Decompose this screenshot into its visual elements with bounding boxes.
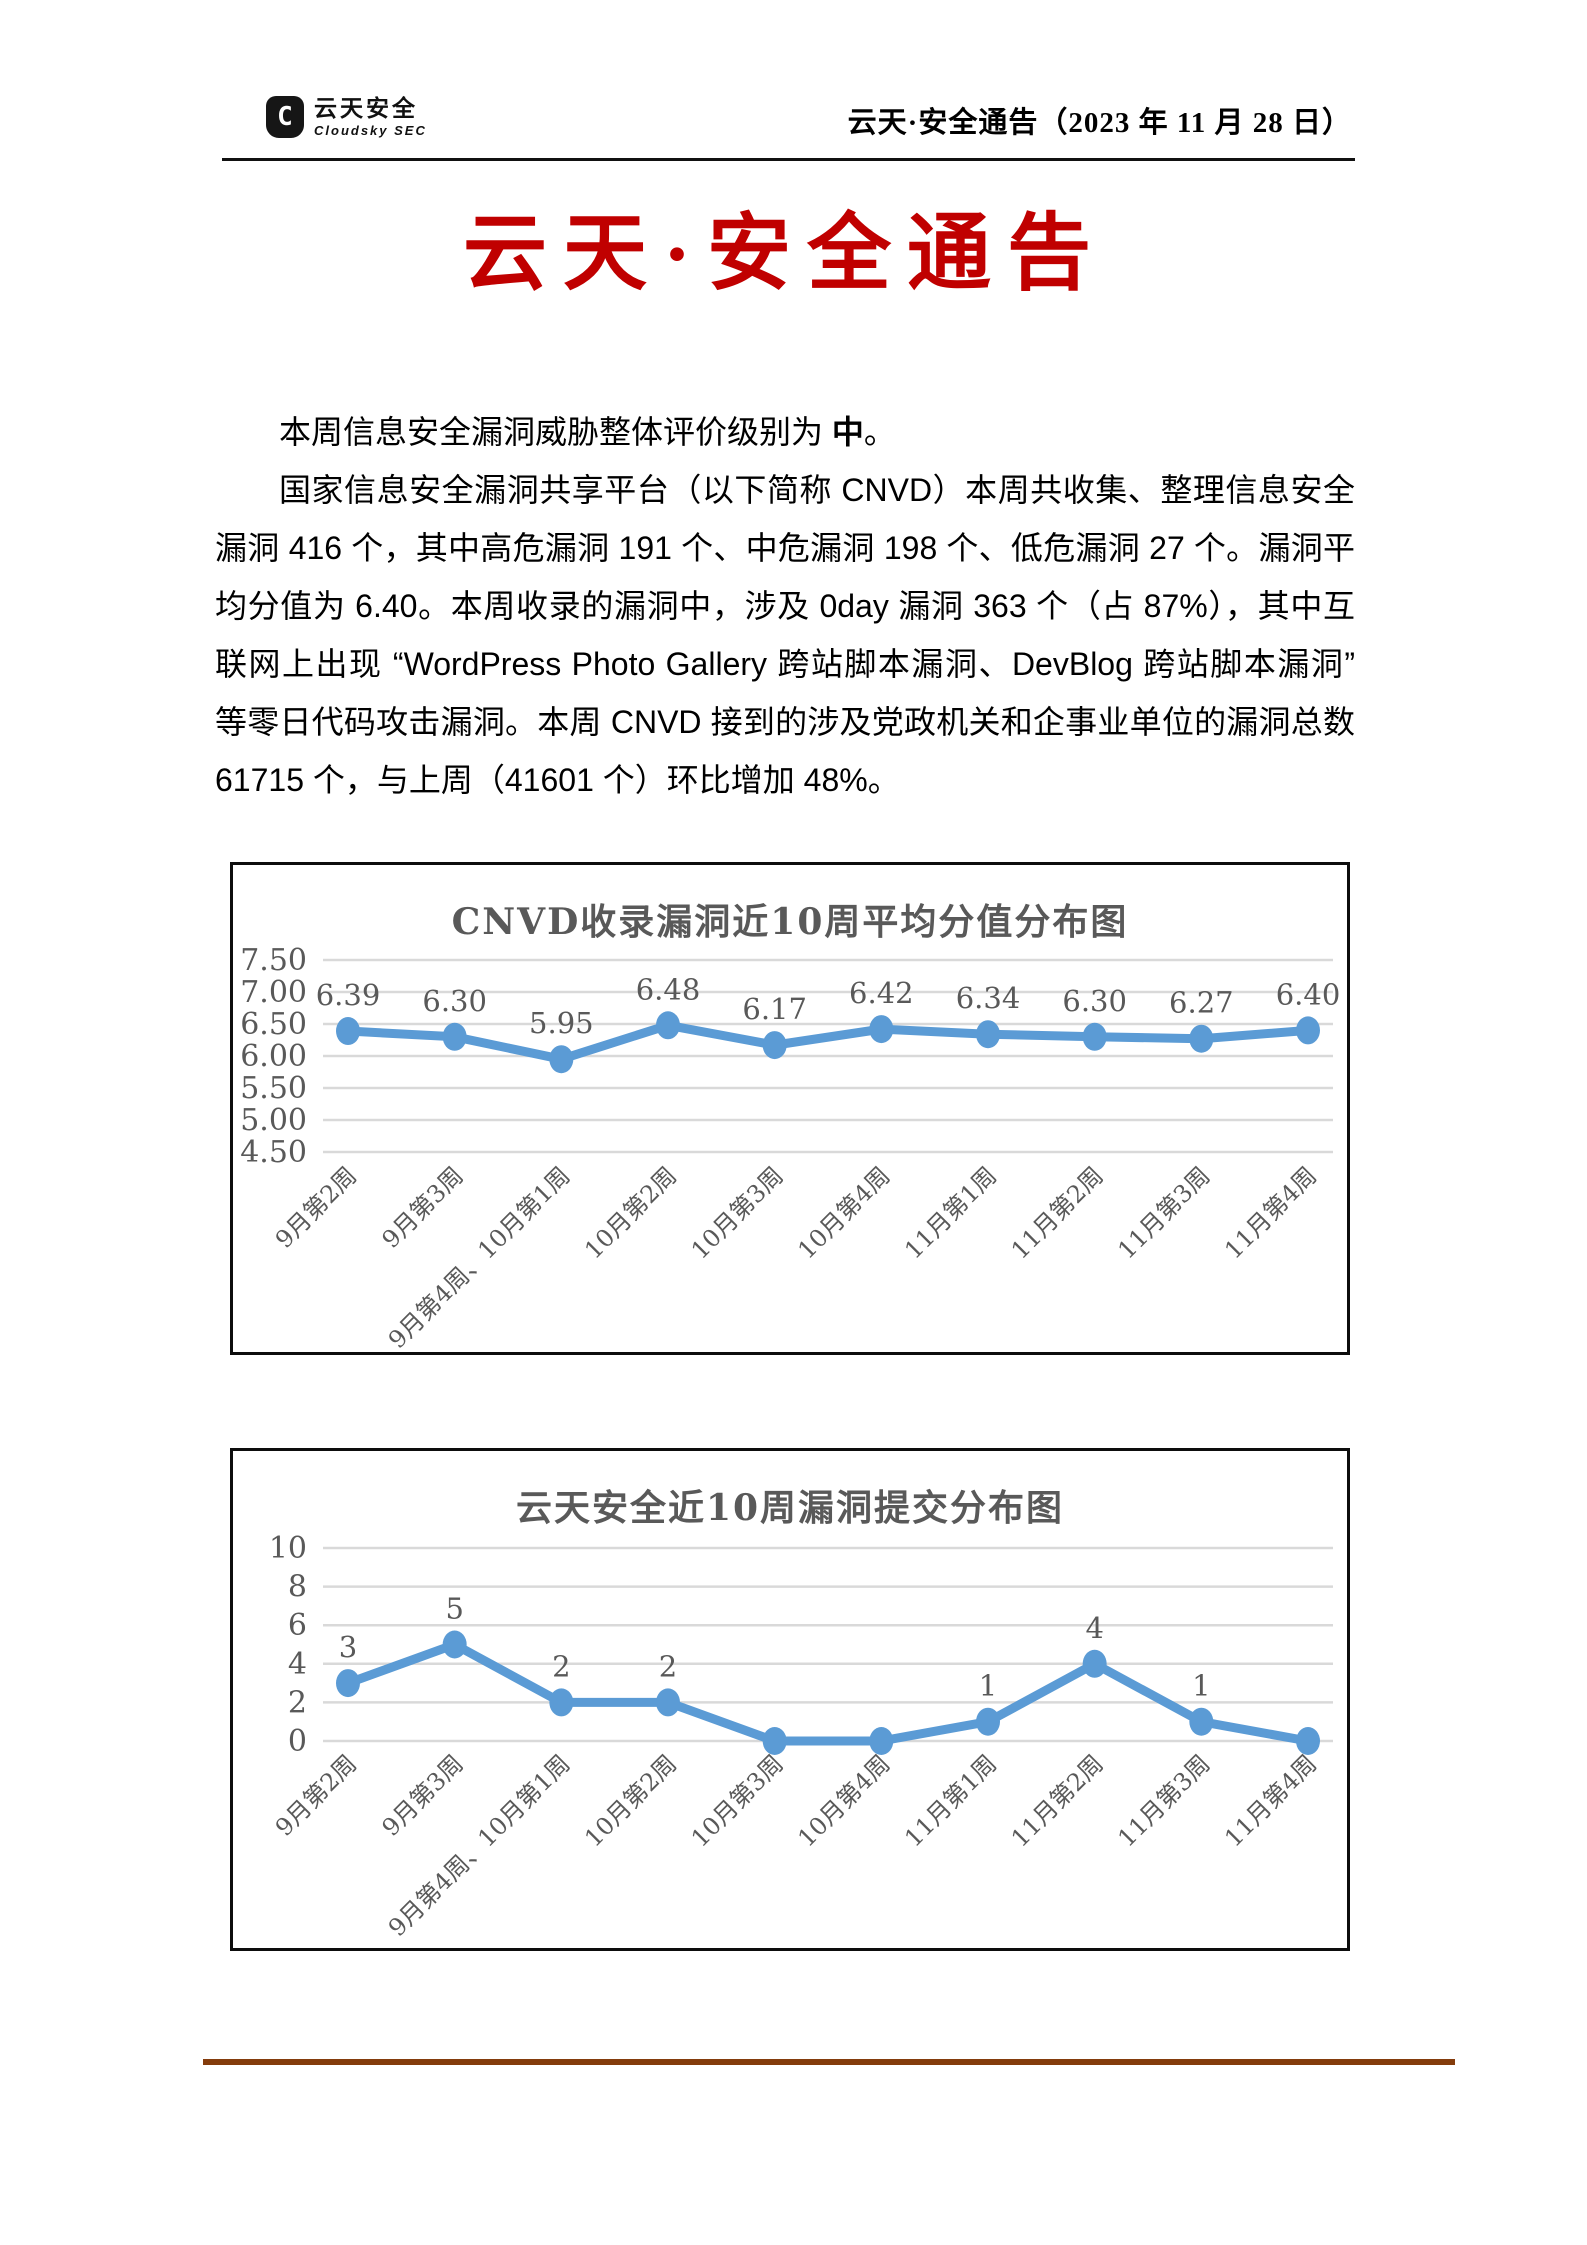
- data-point-label: 2: [659, 1649, 677, 1683]
- header-divider: [222, 158, 1355, 161]
- data-point-marker: [869, 1015, 894, 1044]
- y-tick-label: 8: [288, 1570, 307, 1605]
- data-point-marker: [336, 1017, 360, 1046]
- data-point-label: 6.39: [316, 978, 381, 1012]
- company-logo: C 云天安全 Cloudsky SEC: [266, 96, 427, 138]
- summary-paragraphs: 本周信息安全漏洞威胁整体评价级别为 中。 国家信息安全漏洞共享平台（以下简称 C…: [215, 403, 1355, 809]
- data-point-label: 1: [979, 1669, 997, 1703]
- x-tick-label: 9月第2周: [270, 1161, 362, 1253]
- data-point-label: 6.30: [422, 984, 487, 1018]
- data-series-line: [343, 1020, 1313, 1064]
- data-point-marker: [442, 1022, 467, 1051]
- y-tick-label: 2: [288, 1685, 307, 1720]
- logo-company-name: 云天安全: [314, 95, 418, 121]
- y-tick-label: 7.50: [240, 943, 307, 978]
- x-tick-label: 9月第2周: [270, 1749, 362, 1841]
- y-tick-label: 6.50: [240, 1007, 307, 1042]
- data-point-label: 4: [1085, 1611, 1103, 1645]
- data-point-marker: [1082, 1649, 1107, 1678]
- x-tick-label: 9月第3周: [377, 1749, 469, 1841]
- chart-title: 云天安全近10周漏洞提交分布图: [515, 1487, 1065, 1529]
- page-title: 云天·安全通告: [462, 208, 1107, 301]
- data-series-line: [343, 1640, 1313, 1746]
- data-point-marker: [442, 1630, 467, 1659]
- data-point-marker: [762, 1727, 787, 1755]
- x-tick-label: 11月第4周: [1219, 1749, 1322, 1852]
- x-tick-label: 10月第4周: [792, 1161, 895, 1264]
- data-point-label: 1: [1192, 1669, 1210, 1703]
- logo-company-subtitle: Cloudsky SEC: [314, 123, 427, 138]
- header-doc-title: 云天·安全通告（2023 年 11 月 28 日）: [847, 107, 1352, 139]
- data-point-label: 6.17: [742, 992, 807, 1026]
- x-tick-label: 11月第1周: [899, 1749, 1002, 1852]
- logo-text-block: 云天安全 Cloudsky SEC: [314, 95, 427, 139]
- data-point-label: 6.48: [636, 972, 701, 1006]
- footer-divider: [203, 2059, 1455, 2065]
- x-tick-label: 10月第3周: [686, 1161, 789, 1264]
- data-point-label: 6.27: [1169, 986, 1234, 1020]
- data-point-label: 6.40: [1276, 977, 1341, 1011]
- data-point-marker: [1296, 1727, 1320, 1755]
- x-tick-label: 10月第2周: [579, 1161, 682, 1264]
- y-tick-label: 7.00: [240, 975, 307, 1010]
- data-point-marker: [336, 1669, 360, 1698]
- y-tick-label: 0: [288, 1724, 307, 1759]
- chart-cloudsky-submissions: 云天安全近10周漏洞提交分布图 10 8 6 4 2 0 3 9月第2周 5 9月第3周 2 9月第4…: [230, 1448, 1350, 1951]
- data-point-marker: [1189, 1707, 1214, 1736]
- threat-level-period: 。: [863, 414, 896, 450]
- x-tick-label: 11月第4周: [1219, 1161, 1322, 1264]
- x-tick-label: 11月第2周: [1006, 1749, 1109, 1852]
- x-tick-label: 10月第4周: [792, 1749, 895, 1852]
- x-tick-label: 9月第4周、10月第1周: [383, 1161, 576, 1352]
- x-tick-label: 9月第4周、10月第1周: [383, 1749, 576, 1942]
- threat-level-value: 中: [831, 414, 864, 450]
- y-tick-label: 5.50: [240, 1071, 307, 1106]
- data-point-label: 5.95: [529, 1006, 594, 1040]
- data-point-marker: [549, 1045, 574, 1074]
- x-tick-label: 9月第3周: [377, 1161, 469, 1253]
- data-point-marker: [549, 1688, 574, 1717]
- data-point-marker: [762, 1031, 787, 1060]
- threat-level-text: 本周信息安全漏洞威胁整体评价级别为: [279, 414, 832, 450]
- x-tick-label: 10月第2周: [579, 1749, 682, 1852]
- data-point-marker: [1296, 1016, 1320, 1045]
- x-tick-label: 11月第1周: [899, 1161, 1002, 1264]
- data-point-marker: [656, 1688, 680, 1717]
- y-tick-label: 4.50: [240, 1135, 307, 1170]
- data-point-label: 3: [339, 1630, 357, 1664]
- data-point-label: 5: [445, 1592, 463, 1626]
- data-point-label: 6.34: [956, 981, 1021, 1015]
- chart-title: CNVD收录漏洞近10周平均分值分布图: [451, 901, 1129, 943]
- data-point-marker: [1082, 1022, 1107, 1051]
- chart-cnvd-average-score: CNVD收录漏洞近10周平均分值分布图 7.50 7.00 6.50 6.00 5.50…: [230, 862, 1350, 1355]
- data-point-marker: [656, 1011, 680, 1040]
- y-tick-label: 4: [288, 1647, 307, 1682]
- logo-shield-icon: C: [266, 96, 304, 138]
- x-tick-label: 10月第3周: [686, 1749, 789, 1852]
- data-point-label: 2: [552, 1649, 570, 1683]
- data-point-marker: [976, 1020, 1000, 1049]
- x-tick-label: 11月第3周: [1112, 1749, 1215, 1852]
- data-point-marker: [1189, 1024, 1214, 1053]
- data-point-marker: [976, 1707, 1000, 1736]
- paragraph-threat-level: 本周信息安全漏洞威胁整体评价级别为 中。: [215, 403, 1355, 461]
- y-tick-label: 6: [288, 1608, 307, 1643]
- x-tick-label: 11月第2周: [1006, 1161, 1109, 1264]
- data-point-label: 6.30: [1062, 984, 1127, 1018]
- y-tick-label: 5.00: [240, 1103, 307, 1138]
- paragraph-cnvd-summary: 国家信息安全漏洞共享平台（以下简称 CNVD）本周共收集、整理信息安全漏洞 41…: [215, 472, 1355, 798]
- data-point-marker: [869, 1727, 894, 1755]
- y-tick-label: 10: [269, 1531, 307, 1566]
- line-chart-cnvd-average-score: 7.507.006.506.005.505.004.50 6.39 9月第2周 6.3…: [240, 943, 1341, 1352]
- x-tick-label: 11月第3周: [1112, 1161, 1215, 1264]
- data-point-label: 6.42: [849, 976, 914, 1010]
- y-tick-label: 6.00: [240, 1039, 307, 1074]
